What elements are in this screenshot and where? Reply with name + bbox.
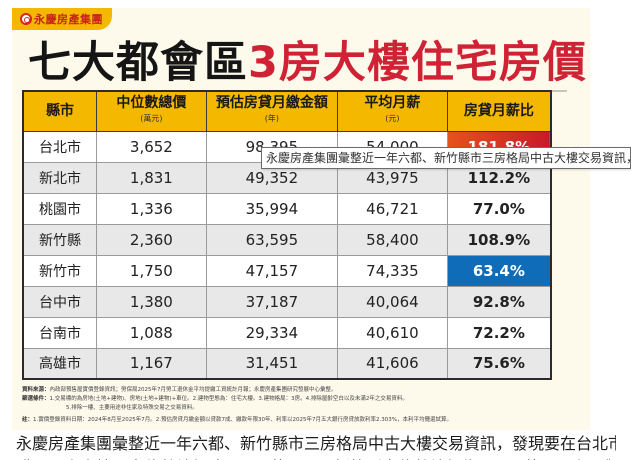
- brand-tab: 永慶房產集團: [12, 8, 112, 30]
- cell-city: 台北市: [22, 130, 98, 163]
- header-unit: (年): [264, 114, 280, 124]
- cell-avg-salary: 40,064: [337, 285, 448, 318]
- note-label: 資料來源：: [22, 387, 50, 393]
- note-footnote: 註：1.實價登錄資料日期：2024年8月至2025年7月。2.預估房貸月繳金額以…: [22, 416, 567, 425]
- cell-avg-salary: 58,400: [337, 223, 448, 256]
- cell-city: 台南市: [22, 316, 98, 349]
- cell-avg-salary: 46,721: [337, 192, 448, 225]
- brand-name: 永慶房產集團: [34, 13, 103, 26]
- cell-median-price: 3,652: [96, 130, 207, 163]
- cell-monthly-payment: 47,157: [205, 254, 339, 287]
- cell-median-price: 1,336: [96, 192, 207, 225]
- cell-avg-salary: 41,606: [337, 347, 448, 380]
- cell-monthly-payment: 35,994: [205, 192, 339, 225]
- header-label: 縣市: [46, 102, 75, 119]
- cell-avg-salary: 40,610: [337, 316, 448, 349]
- cell-ratio: 77.0%: [446, 192, 552, 225]
- cell-ratio: 75.6%: [446, 347, 552, 380]
- header-ratio: 房貸月薪比: [446, 90, 552, 132]
- note-text: 1.實價登錄資料日期：2024年8月至2025年7月。2.預估房貸月繳金額以貸款…: [33, 417, 452, 423]
- cell-city: 桃園市: [22, 192, 98, 225]
- table-row: 桃園市 1,336 35,994 46,721 77.0%: [22, 192, 552, 225]
- table-row: 新竹市 1,750 47,157 74,335 63.4%: [22, 254, 552, 287]
- note-label: 註：: [22, 417, 34, 423]
- header-unit: (元): [385, 114, 400, 124]
- note-text: 內政部預售屋實價登錄資訊；勞保局2025年7月勞工退休金平均提繳工資統計月報；永…: [49, 387, 337, 393]
- brand-logo-icon: [20, 13, 32, 25]
- header-label: 房貸月薪比: [463, 102, 534, 119]
- title-part-black: 七大都會區: [28, 38, 248, 88]
- cell-city: 新北市: [22, 161, 98, 194]
- title-part-red: 3房大樓住宅房價: [248, 38, 587, 88]
- cell-ratio: 72.2%: [446, 316, 552, 349]
- note-text: 1.交易標的為房地(土地+建物)、房地(土地+建物)+車位。2.建物型態為：住宅…: [49, 396, 408, 402]
- cell-ratio: 108.9%: [446, 223, 552, 256]
- image-tooltip: 永慶房產集團彙整近一年六都、新竹縣市三房格局中古大樓交易資訊，: [261, 147, 631, 169]
- cell-median-price: 1,831: [96, 161, 207, 194]
- cell-city: 台中市: [22, 285, 98, 318]
- article-line: 購買三房大樓，中位數總價達3,652萬元，而新竹縣中位數總價為2,360萬元以上…: [16, 456, 616, 460]
- cell-median-price: 2,360: [96, 223, 207, 256]
- cell-monthly-payment: 29,334: [205, 316, 339, 349]
- cell-city: 新竹市: [22, 254, 98, 287]
- header-label: 中位數總價: [116, 95, 187, 112]
- header-median-price: 中位數總價 (萬元): [96, 90, 207, 132]
- table-header-row: 縣市 中位數總價 (萬元) 預估房貸月繳金額 (年) 平均月薪 (元) 房貸月薪比: [22, 90, 552, 132]
- cell-monthly-payment: 31,451: [205, 347, 339, 380]
- cell-median-price: 1,167: [96, 347, 207, 380]
- cell-monthly-payment: 37,187: [205, 285, 339, 318]
- cell-monthly-payment: 63,595: [205, 223, 339, 256]
- cell-ratio: 92.8%: [446, 285, 552, 318]
- header-avg-salary: 平均月薪 (元): [337, 90, 448, 132]
- infographic-notes: 資料來源：內政部預售屋實價登錄資訊；勞保局2025年7月勞工退休金平均提繳工資統…: [22, 386, 567, 425]
- infographic-title: 七大都會區3房大樓住宅房價: [28, 38, 587, 88]
- article-line: 永慶房產集團彙整近一年六都、新竹縣市三房格局中古大樓交易資訊，發現要在台北市: [16, 434, 616, 453]
- table-row: 新竹縣 2,360 63,595 58,400 108.9%: [22, 223, 552, 256]
- housing-price-table: 縣市 中位數總價 (萬元) 預估房貸月繳金額 (年) 平均月薪 (元) 房貸月薪比 台…: [22, 90, 552, 380]
- header-label: 預估房貸月繳金額: [215, 95, 328, 112]
- cell-city: 新竹縣: [22, 223, 98, 256]
- cell-city: 高雄市: [22, 347, 98, 380]
- note-filter: 篩選條件：1.交易標的為房地(土地+建物)、房地(土地+建物)+車位。2.建物型…: [22, 395, 567, 404]
- cell-median-price: 1,750: [96, 254, 207, 287]
- table-row: 台南市 1,088 29,334 40,610 72.2%: [22, 316, 552, 349]
- table-row: 高雄市 1,167 31,451 41,606 75.6%: [22, 347, 552, 380]
- cell-median-price: 1,088: [96, 316, 207, 349]
- article-paragraph: 永慶房產集團彙整近一年六都、新竹縣市三房格局中古大樓交易資訊，發現要在台北市 購…: [16, 432, 616, 460]
- cell-avg-salary: 74,335: [337, 254, 448, 287]
- header-label: 平均月薪: [364, 95, 421, 112]
- table-row: 台中市 1,380 37,187 40,064 92.8%: [22, 285, 552, 318]
- header-unit: (萬元): [140, 114, 163, 124]
- header-monthly-payment: 預估房貸月繳金額 (年): [205, 90, 339, 132]
- cell-median-price: 1,380: [96, 285, 207, 318]
- cell-ratio-highlight-low: 63.4%: [446, 254, 552, 287]
- header-city: 縣市: [22, 90, 98, 132]
- note-filter-continued: 5.排除一樓、主要用途非住家及特殊交易之交易資料。: [66, 405, 198, 411]
- note-label: 篩選條件：: [22, 396, 50, 402]
- note-source: 資料來源：內政部預售屋實價登錄資訊；勞保局2025年7月勞工退休金平均提繳工資統…: [22, 386, 567, 395]
